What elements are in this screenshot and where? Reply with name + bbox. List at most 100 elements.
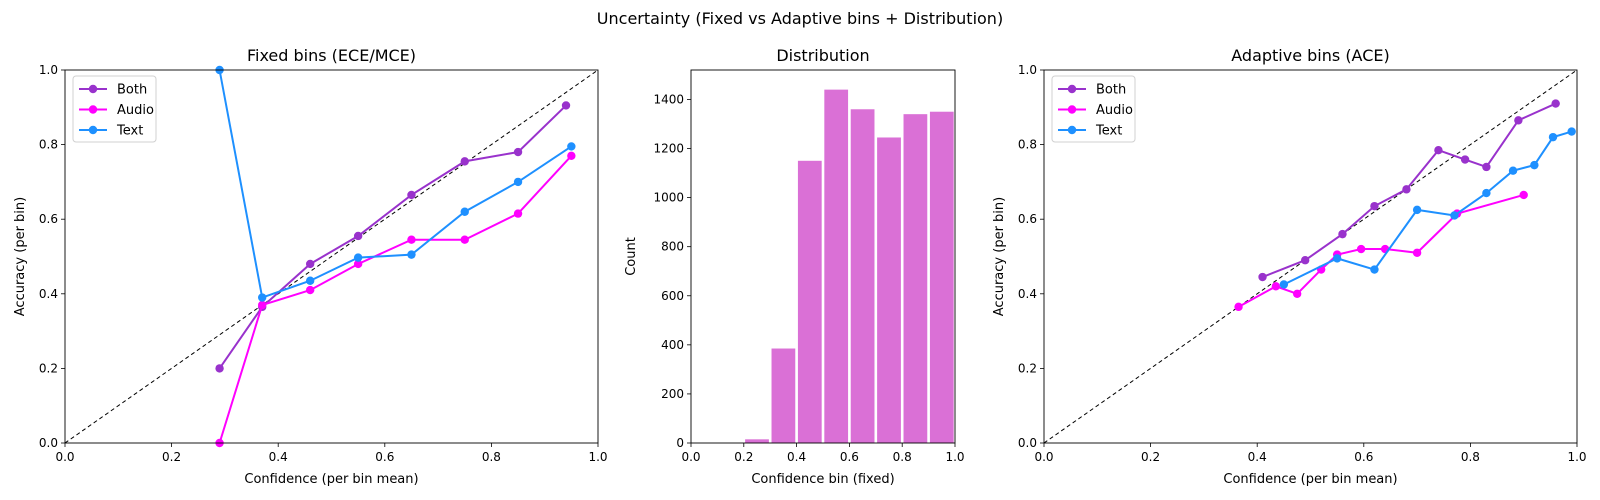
- chart-3-legend-label: Both: [1096, 83, 1126, 98]
- chart-1-series-point: [513, 177, 523, 187]
- chart-1-diagonal-reference: [64, 69, 599, 444]
- chart-2-xtick-label: 0.8: [893, 450, 912, 464]
- chart-1-legend-marker: [88, 125, 98, 135]
- chart-3-series-point: [1300, 256, 1310, 265]
- figure-title: Uncertainty (Fixed vs Adaptive bins + Di…: [597, 9, 1003, 28]
- chart-1-legend-marker: [88, 84, 98, 94]
- chart-1-series-point: [258, 293, 267, 302]
- chart-1-xlabel: Confidence (per bin mean): [244, 472, 418, 487]
- chart-2-axes-frame: [690, 69, 956, 444]
- chart-3-xtick-label: 0.0: [1034, 450, 1053, 464]
- chart-1-xtick-label: 0.2: [162, 450, 181, 464]
- chart-3-series-point: [1412, 205, 1422, 215]
- chart-3-series-point: [1482, 188, 1491, 198]
- chart-1-ytick-label: 0.2: [39, 361, 58, 375]
- chart-3-series-point: [1234, 302, 1243, 312]
- chart-3-series-point: [1370, 201, 1379, 211]
- chart-1-axes-frame: [64, 69, 599, 444]
- chart-1-xtick-label: 1.0: [588, 450, 607, 464]
- chart-1-xtick-label: 0.6: [375, 450, 394, 464]
- chart-1-legend-marker: [88, 105, 98, 114]
- chart-2-ytick-label: 600: [661, 289, 684, 303]
- chart-3-series-both: [1258, 99, 1560, 282]
- chart-1-legend-label: Both: [117, 83, 147, 98]
- chart-1-series-line: [218, 104, 567, 369]
- chart-1-series-point: [460, 235, 469, 244]
- chart-3-xlabel: Confidence (per bin mean): [1223, 472, 1397, 487]
- chart-1-legend-label: Audio: [117, 103, 154, 118]
- chart-3-ytick-label: 0.0: [1018, 436, 1037, 450]
- chart-3-xtick-label: 0.4: [1248, 450, 1267, 464]
- chart-3-series-point: [1370, 265, 1379, 274]
- chart-1-xtick-label: 0.0: [55, 450, 74, 464]
- chart-2-ytick-label: 0: [676, 436, 684, 450]
- chart-1-series-point: [567, 142, 576, 151]
- chart-3-legend-label: Audio: [1096, 103, 1133, 118]
- chart-3-series-point: [1402, 185, 1411, 194]
- chart-1-series-point: [460, 157, 469, 166]
- chart-3-series-point: [1514, 116, 1523, 125]
- chart-3-series-text: [1279, 127, 1576, 289]
- chart-3-series-point: [1460, 155, 1470, 164]
- chart-1-xtick-label: 0.8: [482, 450, 501, 464]
- chart-2-ytick-label: 1200: [653, 142, 684, 156]
- chart-2-xtick-label: 0.6: [840, 450, 859, 464]
- chart-3-legend-marker: [1067, 84, 1077, 94]
- chart-1-series-point: [407, 190, 416, 200]
- chart-1-series-point: [305, 259, 315, 269]
- chart-2-ytick-label: 1400: [653, 92, 684, 106]
- chart-2-ytick-label: 200: [661, 387, 684, 401]
- chart-1-series-point: [353, 253, 363, 262]
- chart-1-series-point: [258, 300, 267, 310]
- chart-2-ytick-label: 1000: [653, 191, 684, 205]
- chart-1-series-both: [215, 101, 571, 373]
- chart-2-bar: [929, 111, 954, 443]
- chart-3-ytick-label: 1.0: [1018, 63, 1037, 77]
- chart-1-series-point: [460, 207, 469, 216]
- chart-2: Distribution Confidence bin (fixed) Count 0…: [624, 46, 965, 487]
- chart-3-series-point: [1551, 99, 1560, 108]
- chart-2-bar: [877, 137, 901, 443]
- chart-3-ytick-label: 0.2: [1018, 361, 1037, 375]
- chart-3-xtick-label: 0.2: [1141, 450, 1160, 464]
- chart-3-ytick-label: 0.6: [1018, 212, 1037, 226]
- chart-3-series-point: [1530, 160, 1539, 170]
- chart-1-series-point: [215, 364, 224, 373]
- chart-2-bar: [771, 348, 796, 443]
- chart-2-xlabel: Confidence bin (fixed): [751, 472, 894, 487]
- chart-3-title: Adaptive bins (ACE): [1231, 46, 1390, 65]
- chart-1-series-text: [215, 65, 576, 302]
- chart-1-series-line: [218, 69, 572, 299]
- chart-1-xtick-label: 0.4: [269, 450, 288, 464]
- chart-3-series-point: [1338, 229, 1347, 239]
- chart-2-ytick-label: 400: [661, 338, 684, 352]
- chart-3-legend-marker: [1067, 105, 1077, 114]
- chart-3-series-point: [1258, 272, 1267, 282]
- chart-2-bar: [903, 114, 928, 443]
- chart-1-series-point: [513, 209, 523, 218]
- chart-1-ytick-label: 0.4: [39, 287, 58, 301]
- chart-2-xtick-label: 0.2: [734, 450, 753, 464]
- chart-2-xtick-label: 0.0: [681, 450, 700, 464]
- chart-3-series-point: [1292, 289, 1302, 298]
- chart-1-title: Fixed bins (ECE/MCE): [247, 46, 416, 65]
- chart-1-series-point: [407, 250, 416, 259]
- chart-1-series-point: [513, 147, 523, 157]
- chart-3-legend: Both Audio Text: [1051, 75, 1136, 143]
- chart-2-bar: [745, 439, 769, 443]
- chart-1-series-point: [305, 285, 315, 295]
- chart-3-series-point: [1412, 248, 1422, 257]
- chart-3-series-point: [1548, 132, 1558, 142]
- chart-3-series-point: [1356, 244, 1366, 254]
- chart-3: Adaptive bins (ACE) Confidence (per bin m…: [992, 46, 1587, 487]
- chart-1-ylabel: Accuracy (per bin): [13, 197, 28, 316]
- chart-2-xtick-label: 0.4: [787, 450, 806, 464]
- chart-1-ytick-label: 0.6: [39, 212, 58, 226]
- chart-3-series-point: [1567, 127, 1576, 136]
- chart-3-legend-marker: [1067, 125, 1077, 135]
- chart-2-title: Distribution: [776, 46, 869, 65]
- chart-3-xtick-label: 0.8: [1461, 450, 1480, 464]
- chart-3-ytick-label: 0.4: [1018, 287, 1037, 301]
- chart-3-series-audio: [1234, 190, 1528, 312]
- chart-3-series-line: [1238, 193, 1524, 308]
